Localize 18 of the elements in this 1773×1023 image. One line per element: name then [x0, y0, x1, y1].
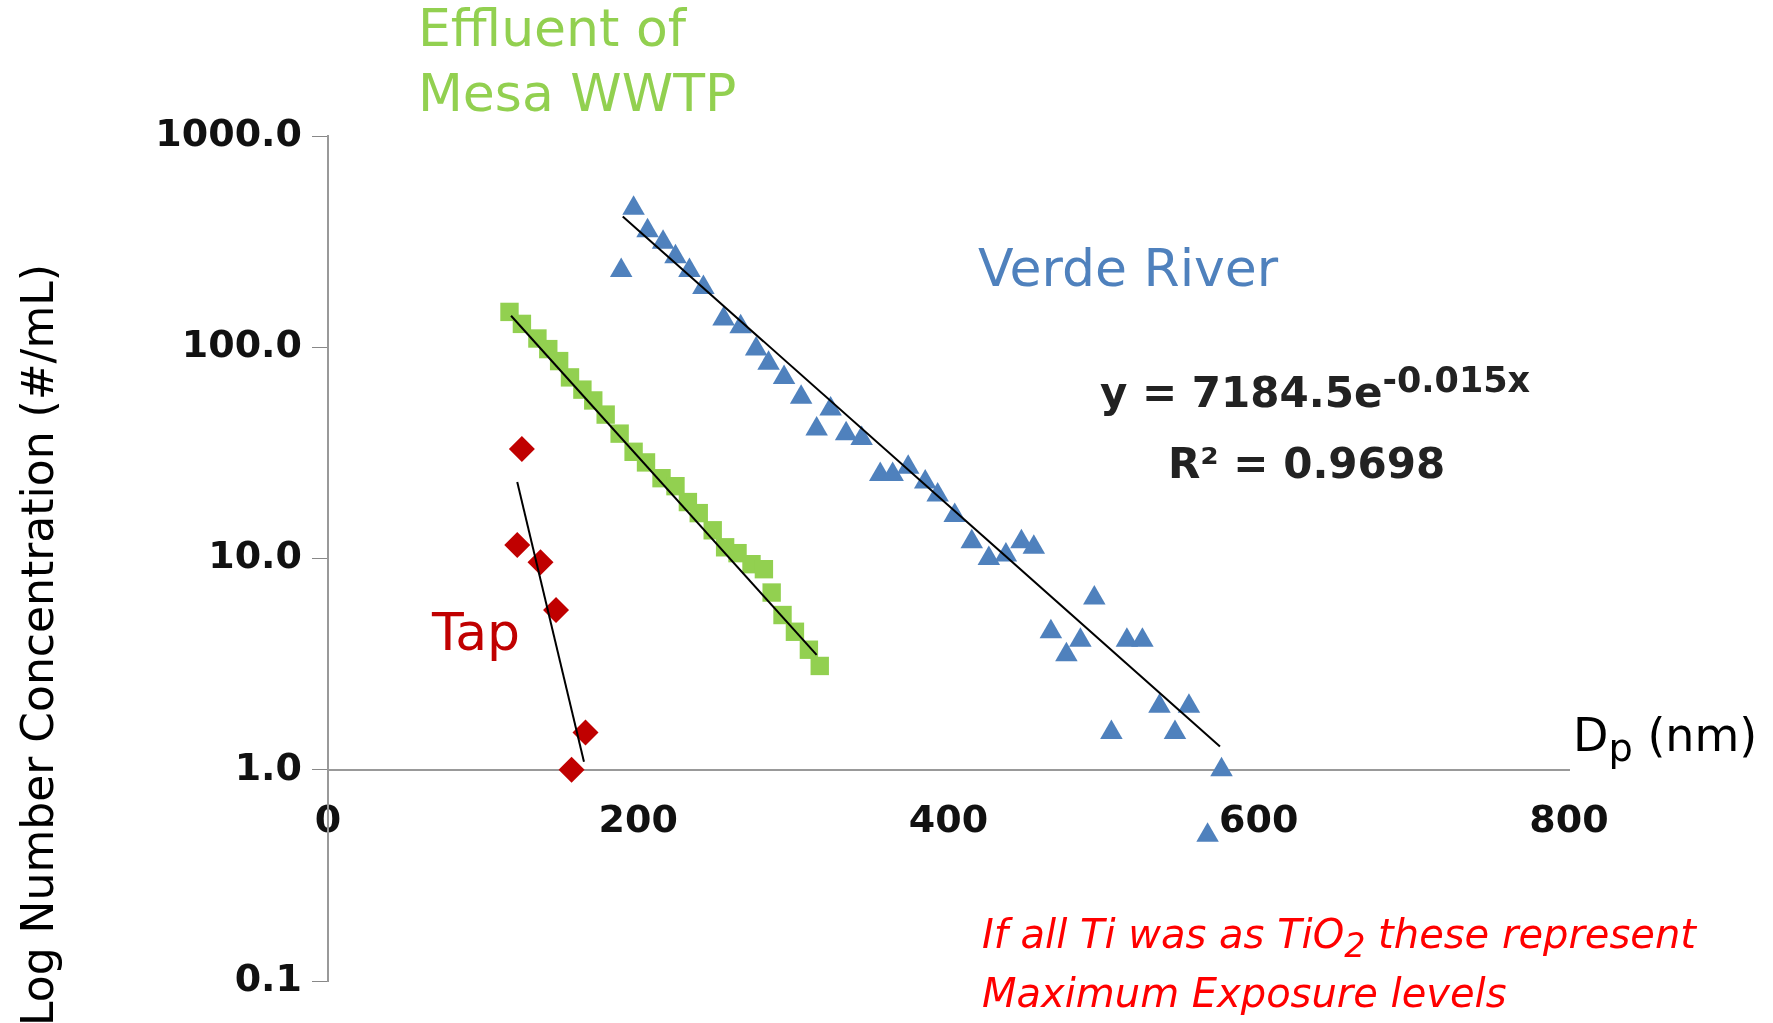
- text: Verde River: [978, 237, 1279, 300]
- annotation: If all Ti was as TiO$_{2}$ these represent Maximum Exposure levels: [982, 910, 1698, 1019]
- y-axis-title: Log Number Concentration (#/mL): [12, 264, 63, 1023]
- y-tick-label: 10.0: [208, 533, 302, 578]
- y-tick-label: 1000.0: [155, 110, 302, 155]
- x-tick-label: 800: [1529, 797, 1609, 842]
- x-tick-label: 400: [908, 797, 989, 842]
- y-tick-label: 100.0: [181, 322, 302, 367]
- x-tick-label: 600: [1219, 797, 1299, 842]
- y-tick-label: 0.1: [234, 955, 302, 1000]
- x-tick-label: 200: [598, 797, 678, 842]
- series-label: Tap: [432, 601, 521, 664]
- annotation: R² = 0.9698: [1168, 438, 1446, 490]
- y-tick-label: 1.0: [234, 744, 302, 789]
- x-tick-label: 0: [314, 797, 342, 842]
- x-axis-title: D$_{p}$ (nm): [1573, 707, 1758, 770]
- text: Effluent of Mesa WWTP: [418, 0, 738, 125]
- annotation: y = 7184.5e$^{-0.015x}$: [1100, 359, 1531, 419]
